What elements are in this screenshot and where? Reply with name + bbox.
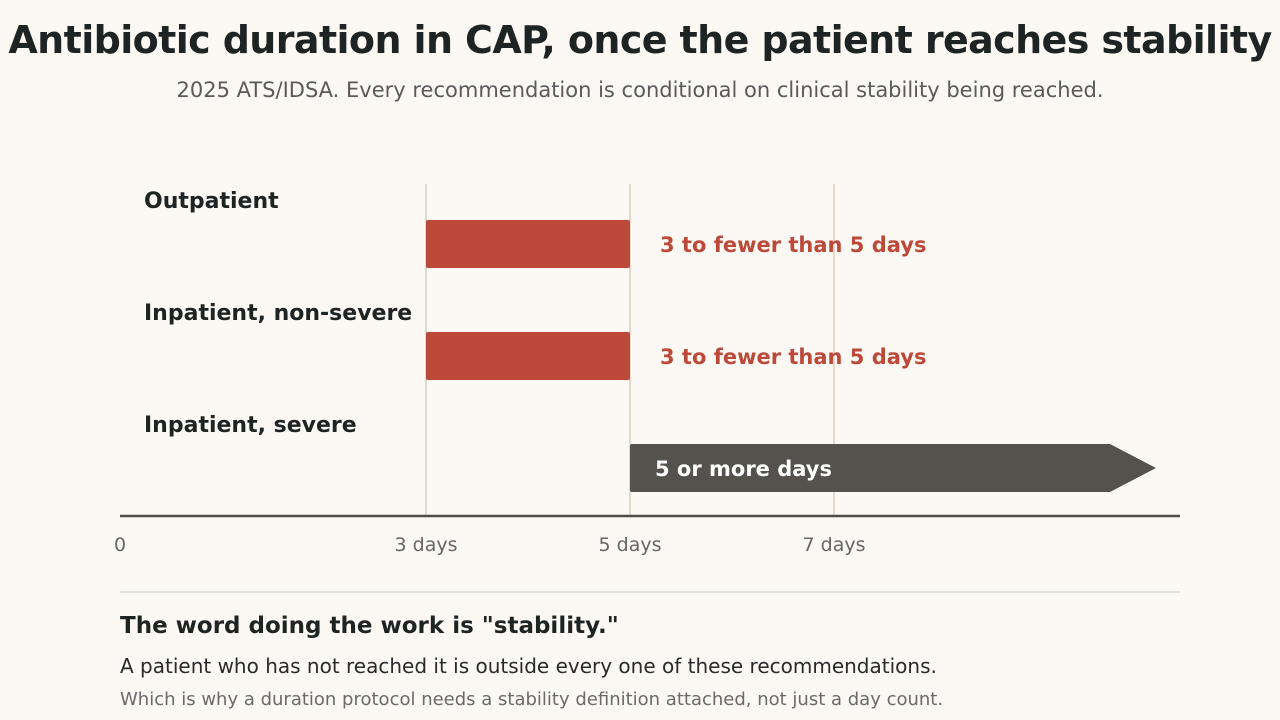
duration-bar [426, 332, 630, 380]
open-ended-arrow-bar [630, 444, 1156, 492]
bar-label: 5 or more days [655, 457, 832, 481]
x-tick-label: 5 days [599, 534, 662, 556]
note-heading: The word doing the work is "stability." [120, 613, 619, 639]
section-divider [120, 591, 1180, 593]
note-footnote: Which is why a duration protocol needs a… [120, 689, 944, 710]
chart-subtitle: 2025 ATS/IDSA. Every recommendation is c… [176, 78, 1104, 102]
chart-title: Antibiotic duration in CAP, once the pat… [8, 18, 1272, 62]
duration-chart: Outpatient 3 to fewer than 5 days Inpatien… [114, 184, 1180, 556]
x-tick-label: 3 days [395, 534, 458, 556]
row-label: Inpatient, severe [144, 413, 357, 438]
row-label: Inpatient, non-severe [144, 301, 412, 326]
duration-bar [426, 220, 630, 268]
x-tick-label: 7 days [803, 534, 866, 556]
x-tick-label: 0 [114, 534, 126, 556]
note-body: A patient who has not reached it is outs… [120, 654, 937, 678]
bar-label: 3 to fewer than 5 days [660, 345, 926, 369]
bar-label: 3 to fewer than 5 days [660, 233, 926, 257]
row-label: Outpatient [144, 189, 279, 214]
